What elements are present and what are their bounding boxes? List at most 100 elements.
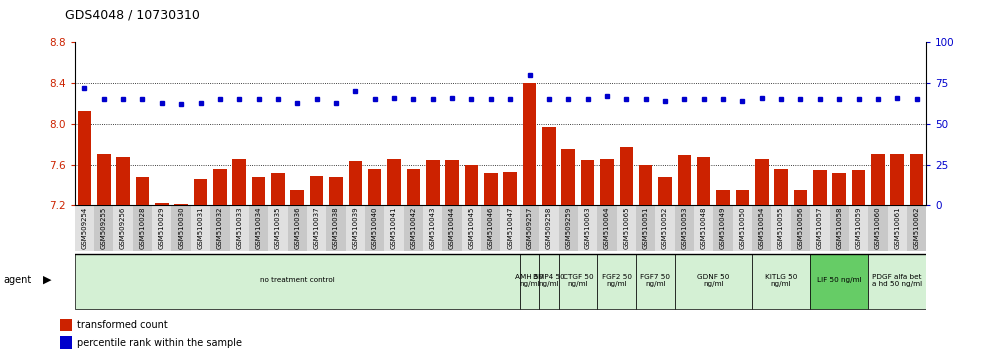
Bar xyxy=(445,160,459,205)
Bar xyxy=(752,205,772,251)
Text: GSM509254: GSM509254 xyxy=(82,207,88,249)
Text: GSM509257: GSM509257 xyxy=(527,207,533,249)
Bar xyxy=(481,205,501,251)
Bar xyxy=(636,205,655,251)
Bar xyxy=(755,159,769,205)
Text: AMH 50
ng/ml: AMH 50 ng/ml xyxy=(515,274,544,287)
Bar xyxy=(752,254,810,308)
Text: GSM510057: GSM510057 xyxy=(817,207,823,249)
Bar xyxy=(736,190,749,205)
Bar xyxy=(210,205,229,251)
Text: GSM510030: GSM510030 xyxy=(178,207,184,249)
Bar xyxy=(887,205,907,251)
Bar xyxy=(426,160,439,205)
Text: GSM510047: GSM510047 xyxy=(507,207,513,249)
Bar xyxy=(387,159,400,205)
Bar xyxy=(252,177,265,205)
Bar xyxy=(310,176,324,205)
Text: GSM510045: GSM510045 xyxy=(468,207,474,249)
Bar xyxy=(288,205,307,251)
Bar xyxy=(849,205,869,251)
Text: GDNF 50
ng/ml: GDNF 50 ng/ml xyxy=(697,274,730,287)
Bar xyxy=(830,205,849,251)
Bar xyxy=(268,205,288,251)
Text: GSM510058: GSM510058 xyxy=(837,207,843,249)
Bar xyxy=(327,205,346,251)
Text: GSM510038: GSM510038 xyxy=(333,207,339,249)
Text: GSM510042: GSM510042 xyxy=(410,207,416,249)
Bar xyxy=(810,205,830,251)
Text: GSM510049: GSM510049 xyxy=(720,207,726,249)
Bar xyxy=(869,254,926,308)
Bar xyxy=(523,83,536,205)
Text: GSM510052: GSM510052 xyxy=(662,207,668,249)
Text: GSM510059: GSM510059 xyxy=(856,207,862,249)
Text: KITLG 50
ng/ml: KITLG 50 ng/ml xyxy=(765,274,798,287)
Bar xyxy=(620,147,633,205)
Text: GSM510035: GSM510035 xyxy=(275,207,281,249)
Bar xyxy=(520,205,539,251)
Bar xyxy=(542,127,556,205)
Bar xyxy=(655,205,674,251)
Bar xyxy=(907,205,926,251)
Text: GSM510029: GSM510029 xyxy=(158,207,164,249)
Bar xyxy=(114,205,132,251)
Bar xyxy=(229,205,249,251)
Bar xyxy=(403,205,423,251)
Text: transformed count: transformed count xyxy=(78,320,168,330)
Text: GSM509256: GSM509256 xyxy=(121,207,126,249)
Bar xyxy=(346,205,365,251)
Bar xyxy=(713,205,733,251)
Text: GSM510044: GSM510044 xyxy=(449,207,455,249)
Bar xyxy=(462,205,481,251)
Text: GSM510031: GSM510031 xyxy=(197,207,203,249)
Bar xyxy=(213,169,227,205)
Bar xyxy=(601,159,614,205)
Bar xyxy=(423,205,442,251)
Text: GSM510062: GSM510062 xyxy=(913,207,919,249)
Text: GSM510054: GSM510054 xyxy=(759,207,765,249)
Text: GSM510055: GSM510055 xyxy=(778,207,784,249)
Text: GSM510034: GSM510034 xyxy=(256,207,262,249)
Bar xyxy=(75,205,94,251)
Bar xyxy=(368,169,381,205)
Bar xyxy=(810,254,869,308)
Bar xyxy=(578,205,598,251)
Bar xyxy=(60,336,72,349)
Bar xyxy=(442,205,462,251)
Text: GSM510048: GSM510048 xyxy=(701,207,707,249)
Bar xyxy=(465,165,478,205)
Bar xyxy=(520,254,539,308)
Text: GSM510028: GSM510028 xyxy=(139,207,145,249)
Text: agent: agent xyxy=(3,275,31,285)
Bar xyxy=(232,159,246,205)
Bar xyxy=(501,205,520,251)
Text: CTGF 50
ng/ml: CTGF 50 ng/ml xyxy=(563,274,594,287)
Text: GSM509258: GSM509258 xyxy=(546,207,552,249)
Text: percentile rank within the sample: percentile rank within the sample xyxy=(78,338,242,348)
Text: LIF 50 ng/ml: LIF 50 ng/ml xyxy=(817,277,862,283)
Bar xyxy=(117,158,129,205)
Bar xyxy=(539,205,559,251)
Text: no treatment control: no treatment control xyxy=(260,277,335,283)
Bar xyxy=(869,205,887,251)
Bar xyxy=(677,155,691,205)
Bar xyxy=(772,205,791,251)
Bar xyxy=(774,169,788,205)
Bar xyxy=(674,254,752,308)
Bar xyxy=(271,173,285,205)
Bar xyxy=(365,205,384,251)
Bar xyxy=(155,203,168,205)
Text: GSM510036: GSM510036 xyxy=(294,207,300,249)
Text: GSM510060: GSM510060 xyxy=(874,207,880,249)
Text: FGF7 50
ng/ml: FGF7 50 ng/ml xyxy=(640,274,670,287)
Bar xyxy=(890,154,904,205)
Bar xyxy=(539,254,559,308)
Text: GSM510065: GSM510065 xyxy=(623,207,629,249)
Bar xyxy=(658,177,671,205)
Text: GSM510033: GSM510033 xyxy=(236,207,242,249)
Bar xyxy=(638,165,652,205)
Bar xyxy=(598,205,617,251)
Bar xyxy=(833,173,846,205)
Text: GSM510050: GSM510050 xyxy=(739,207,745,249)
